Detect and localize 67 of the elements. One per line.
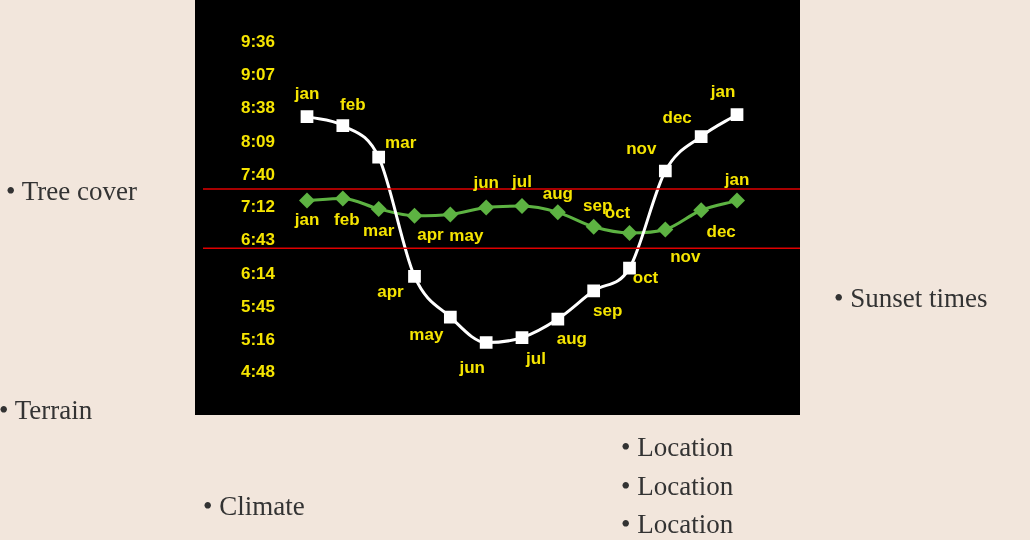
point xyxy=(336,119,350,132)
data-label: jan xyxy=(723,170,750,190)
y-tick-label: 7:12 xyxy=(240,197,275,217)
data-label: nov xyxy=(626,138,657,158)
data-label: dec xyxy=(706,221,736,241)
point xyxy=(621,224,638,241)
point xyxy=(372,150,386,164)
point xyxy=(658,164,672,178)
data-label: jun xyxy=(458,358,485,378)
point xyxy=(408,270,421,283)
y-tick-label: 6:14 xyxy=(240,263,276,283)
y-tick-label: 9:36 xyxy=(240,31,275,51)
text: • Sunset times xyxy=(834,283,988,314)
data-label: mar xyxy=(363,220,395,240)
data-label: aug xyxy=(542,184,573,204)
text: • Terrain xyxy=(0,395,93,426)
point xyxy=(478,199,495,216)
point xyxy=(693,202,710,219)
point xyxy=(551,312,565,326)
data-label: aug xyxy=(556,328,587,348)
data-label: sep xyxy=(593,300,623,320)
y-tick-label: 8:38 xyxy=(240,98,275,118)
point xyxy=(694,130,708,143)
y-tick-label: 5:16 xyxy=(240,330,275,350)
data-label: nov xyxy=(670,247,701,267)
data-label: jan xyxy=(293,210,320,230)
point xyxy=(657,221,674,238)
point xyxy=(730,108,744,121)
point xyxy=(334,190,351,207)
data-label: feb xyxy=(340,95,366,115)
text: • Location xyxy=(621,509,734,540)
data-label: jun xyxy=(472,173,499,193)
point xyxy=(300,110,314,123)
text: • Location xyxy=(621,471,734,502)
point xyxy=(587,284,601,298)
point xyxy=(515,331,529,345)
text: • Tree cover xyxy=(6,176,137,207)
data-label: may xyxy=(409,324,444,344)
point xyxy=(514,198,530,215)
y-tick-label: 7:40 xyxy=(240,165,275,185)
point xyxy=(370,200,387,217)
y-tick-label: 4:48 xyxy=(240,362,275,382)
data-label: dec xyxy=(662,108,692,128)
data-label: apr xyxy=(377,282,405,302)
data-label: oct xyxy=(632,267,659,287)
point xyxy=(442,206,459,223)
data-label: may xyxy=(449,226,484,246)
data-label: jul xyxy=(511,171,532,191)
point xyxy=(479,336,493,349)
point xyxy=(549,204,566,221)
point xyxy=(406,207,423,224)
text: • Climate xyxy=(203,491,305,522)
point xyxy=(729,192,745,209)
data-label: jul xyxy=(525,349,546,369)
y-tick-label: 9:07 xyxy=(240,65,275,85)
data-label: feb xyxy=(334,210,360,230)
point xyxy=(585,218,602,235)
data-label: jan xyxy=(709,82,736,102)
point xyxy=(443,310,457,324)
y-tick-label: 5:45 xyxy=(240,297,275,317)
y-tick-label: 6:43 xyxy=(240,230,275,250)
point xyxy=(299,192,315,209)
data-label: jan xyxy=(293,84,320,104)
y-tick-label: 8:09 xyxy=(240,131,275,151)
data-label: mar xyxy=(385,132,417,152)
text: • Location xyxy=(621,432,734,463)
data-label: apr xyxy=(417,225,445,245)
